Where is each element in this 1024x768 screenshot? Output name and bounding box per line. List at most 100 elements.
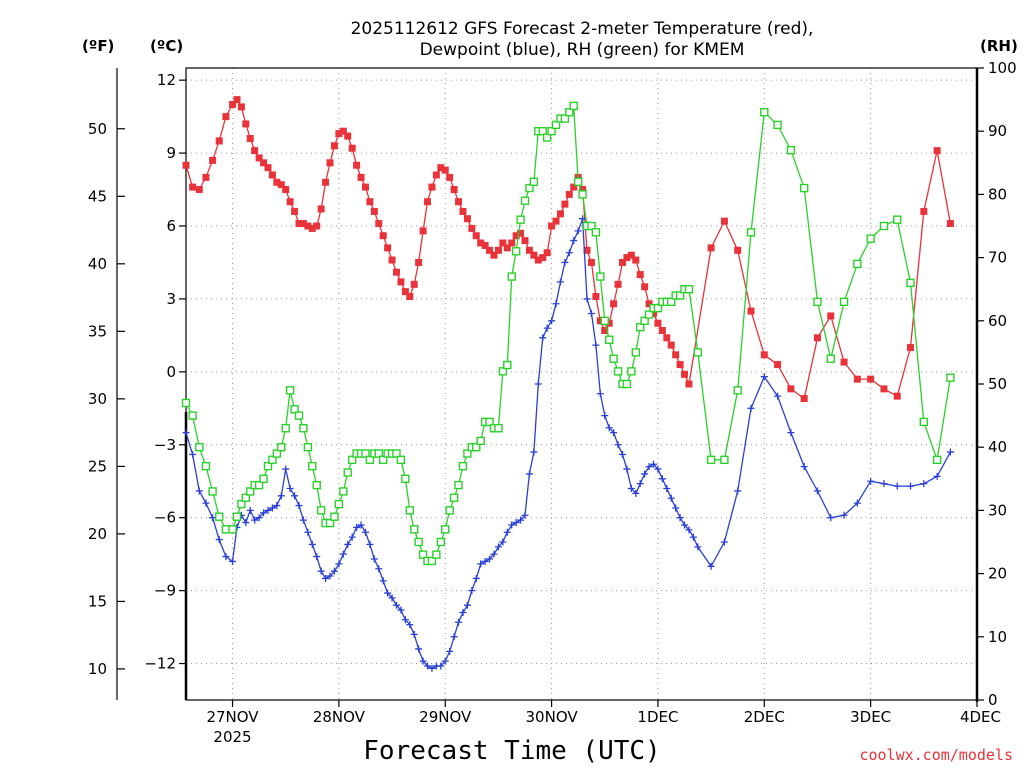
dewpoint-point [322, 574, 330, 582]
dewpoint-point [574, 227, 582, 235]
dewpoint-point [645, 463, 653, 471]
temperature-point [432, 171, 440, 179]
rh-point [458, 461, 468, 471]
series-line [185, 98, 952, 400]
series--meter-temperature [182, 96, 954, 403]
rh-point [277, 443, 286, 452]
dewpoint-point [827, 514, 835, 522]
temperature-point [330, 142, 338, 150]
dewpoint-point [490, 550, 498, 558]
temperature-point [481, 241, 489, 249]
rh-point [472, 443, 481, 452]
rh-point [520, 196, 530, 205]
temperature-point [375, 220, 383, 228]
dewpoint-point [246, 506, 254, 514]
dewpoint-point [406, 621, 414, 629]
rh-tick-label: 50 [988, 375, 1007, 393]
rh-tick-label: 80 [988, 185, 1007, 203]
temperature-point [357, 173, 365, 181]
dewpoint-point [397, 606, 405, 614]
temperature-point [853, 375, 861, 383]
data-series [181, 96, 955, 672]
temperature-point [313, 222, 321, 230]
temperature-point [477, 239, 485, 247]
temperature-point [627, 251, 635, 259]
rh-tick-label: 20 [988, 565, 1007, 583]
temperature-point [459, 207, 467, 215]
series-dewpoint [182, 215, 954, 672]
dewpoint-point [370, 555, 378, 563]
rh-point [347, 455, 357, 465]
fahrenheit-tick-label: 25 [88, 457, 107, 475]
temperature-point [304, 222, 312, 230]
rh-point [201, 461, 211, 471]
dewpoint-point [552, 300, 560, 308]
temperature-point [508, 239, 516, 247]
temperature-point [556, 210, 564, 218]
rh-point [330, 512, 339, 521]
rh-point [853, 259, 862, 269]
temperature-point [720, 217, 728, 225]
rh-point [396, 455, 406, 465]
temperature-point [397, 278, 405, 286]
rh-point [232, 512, 242, 521]
dewpoint-point [335, 560, 343, 568]
temperature-point [676, 361, 684, 369]
dewpoint-point [348, 533, 356, 541]
dewpoint-point [853, 499, 861, 507]
fahrenheit-tick-label: 15 [88, 592, 107, 610]
temperature-point [645, 300, 653, 308]
rh-point [268, 455, 277, 465]
temperature-point [552, 217, 560, 225]
rh-point [303, 443, 313, 452]
rh-point [498, 367, 508, 376]
rh-point [228, 525, 237, 534]
rh-point [441, 525, 450, 534]
rh-point [879, 221, 889, 231]
rh-tick-label: 10 [988, 628, 1007, 646]
temperature-point [605, 319, 613, 327]
rh-point [405, 506, 414, 515]
rh-point [773, 120, 782, 130]
dewpoint-point [344, 540, 352, 548]
rh-point [799, 183, 809, 193]
dewpoint-point [893, 482, 901, 490]
temperature-point [308, 224, 316, 232]
rh-point [578, 190, 587, 199]
dewpoint-point [747, 404, 755, 412]
temperature-point [437, 164, 445, 172]
rh-point [591, 228, 601, 237]
rh-point [188, 411, 197, 420]
fahrenheit-tick-label: 10 [88, 660, 107, 678]
temperature-point [827, 312, 835, 320]
temperature-point [632, 256, 640, 264]
dewpoint-point [424, 662, 432, 670]
dewpoint-point [182, 429, 190, 437]
temperature-point [441, 166, 449, 174]
dewpoint-point [308, 540, 316, 548]
dewpoint-point [295, 502, 303, 510]
rh-point [684, 285, 694, 294]
temperature-point [601, 327, 609, 335]
dewpoint-point [650, 460, 658, 468]
temperature-point [233, 96, 241, 104]
celsius-tick-label: 12 [157, 71, 176, 89]
rh-point [374, 449, 383, 458]
temperature-point [237, 103, 245, 111]
rh-point [299, 424, 308, 433]
dewpoint-point [195, 487, 203, 495]
dewpoint-point [614, 441, 622, 449]
rh-point [241, 493, 251, 502]
rh-point [401, 474, 410, 483]
temperature-point [189, 183, 197, 191]
rh-point [604, 335, 614, 344]
plot-frame [185, 67, 978, 701]
rh-point [511, 247, 521, 256]
temperature-point [907, 344, 915, 352]
rh-point [786, 145, 796, 155]
dewpoint-point [530, 448, 538, 456]
dewpoint-point [357, 521, 365, 529]
rh-point [339, 487, 348, 496]
dewpoint-point [641, 470, 649, 478]
temperature-point [406, 292, 414, 300]
